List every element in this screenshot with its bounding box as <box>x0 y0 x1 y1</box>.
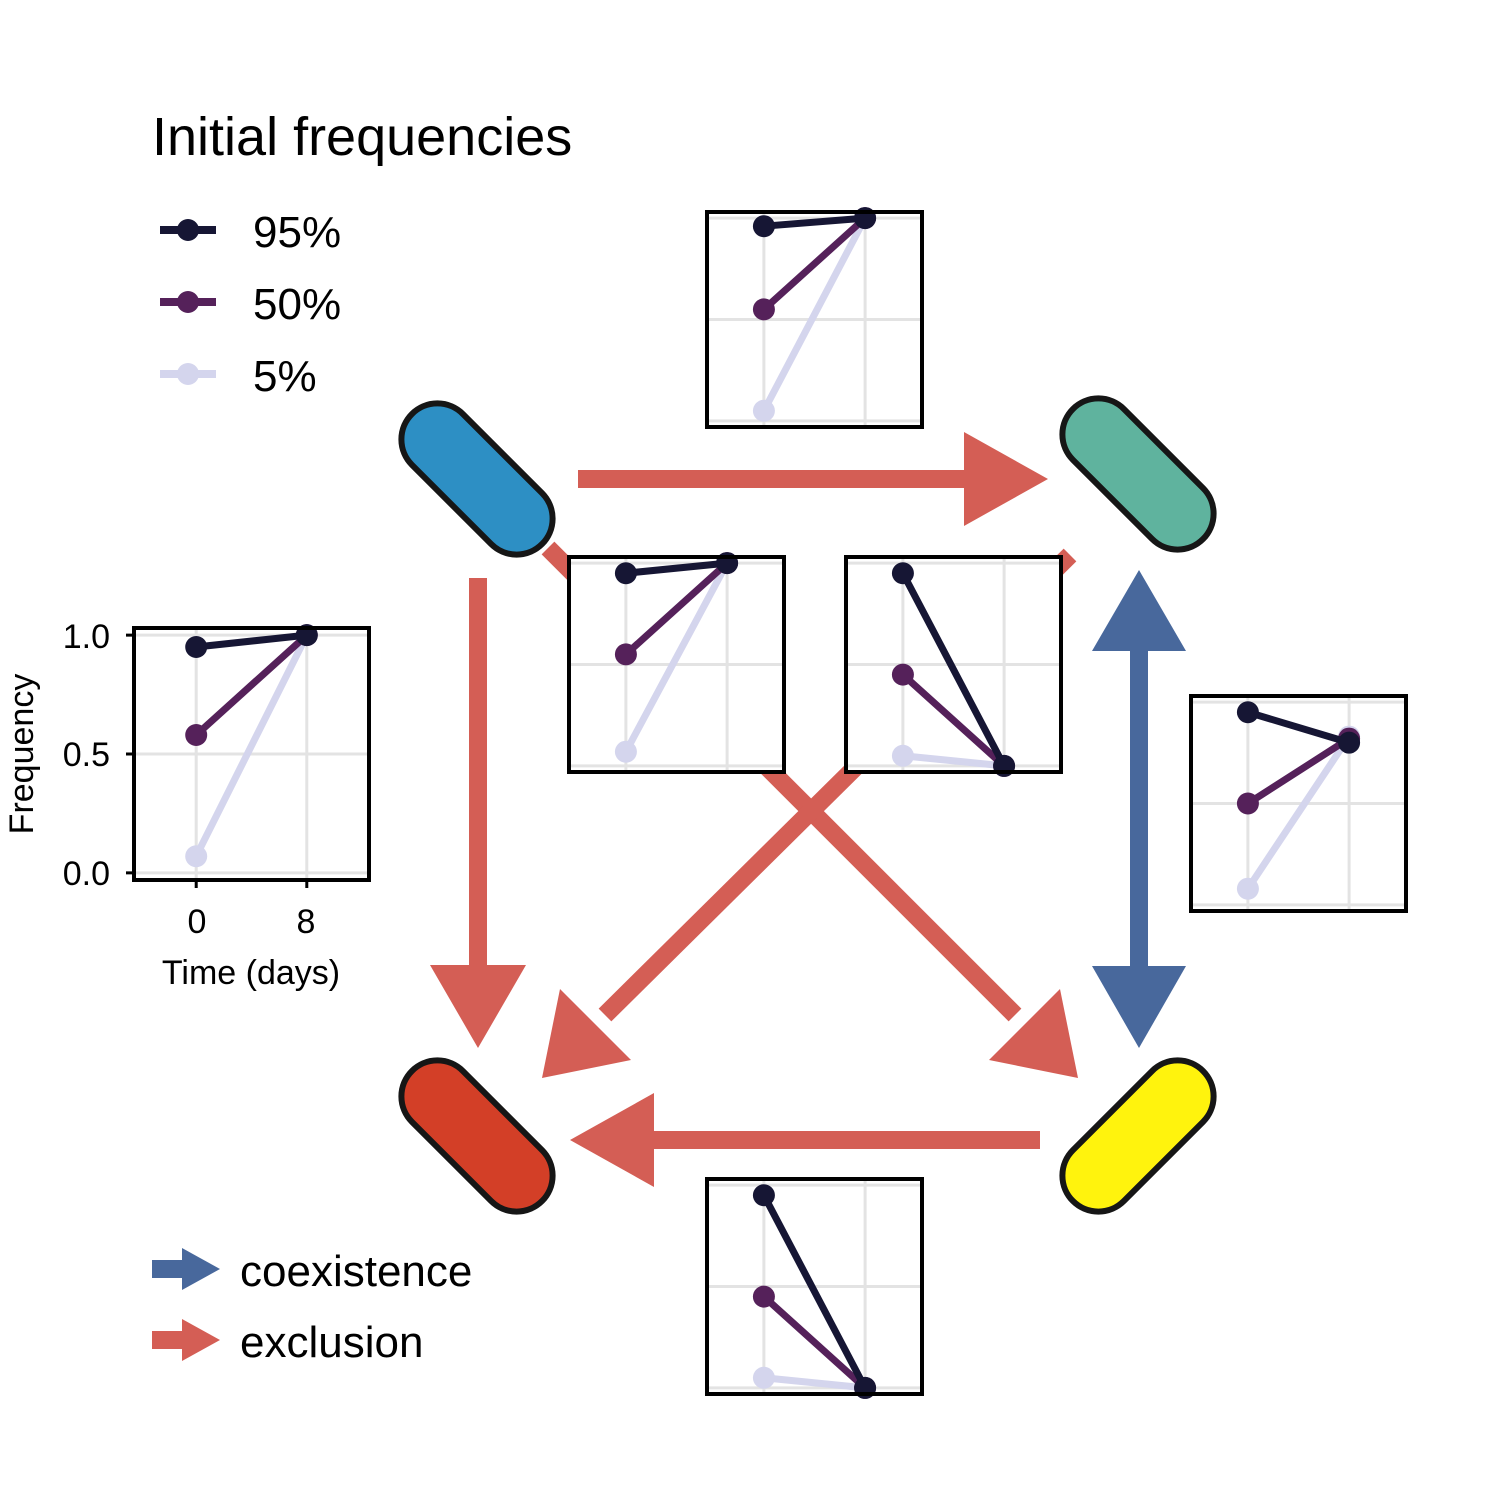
inset-chart <box>126 624 371 888</box>
interaction-arrows <box>430 432 1186 1187</box>
series-line-50pct <box>760 214 869 313</box>
series-point-50pct <box>752 298 775 321</box>
legend-swatch-dot <box>177 219 199 241</box>
series-line-5pct <box>899 752 1008 770</box>
y-tick-label: 1.0 <box>63 618 110 656</box>
exclusion-arrow-top <box>578 432 1048 526</box>
series-point-5pct <box>1236 877 1259 900</box>
series-point-95pct <box>614 562 637 585</box>
legend-item-exclusion: exclusion <box>152 1318 423 1367</box>
series-point-95pct <box>185 636 208 659</box>
series-line-50pct <box>899 671 1008 770</box>
y-axis-label: Frequency <box>3 674 41 835</box>
inset-grid <box>134 628 369 880</box>
series-line-50pct <box>1244 735 1353 807</box>
legend-title: Initial frequencies <box>152 107 572 167</box>
legend-label: exclusion <box>240 1318 423 1367</box>
series-point-5pct <box>891 744 914 767</box>
series-point-50pct <box>891 663 914 686</box>
exclusion-arrow-left <box>430 578 526 1048</box>
series-line-50pct <box>622 559 731 658</box>
legend-swatch-dot <box>177 363 199 385</box>
legend-swatch-dot <box>177 291 199 313</box>
series-point-5pct <box>614 740 637 763</box>
species-bottom-left <box>398 1057 556 1215</box>
species-nodes <box>398 395 1217 1215</box>
inset-chart <box>705 207 924 429</box>
inset-frame <box>844 555 1063 774</box>
inset-chart <box>567 552 786 774</box>
legend-label: 5% <box>253 352 317 401</box>
exclusion-swatch-head <box>182 1319 220 1361</box>
arrow-legend: coexistence exclusion <box>152 1247 472 1367</box>
series-point-50pct <box>614 643 637 666</box>
species-top-right <box>1059 395 1217 553</box>
inset-frame <box>567 555 786 774</box>
inset-charts <box>126 207 1408 1399</box>
series-point-5pct <box>752 399 775 422</box>
series-line-95pct <box>760 214 869 230</box>
series-line-95pct <box>192 631 311 651</box>
exclusion-arrow-bottom <box>570 1093 1040 1187</box>
legend-label: 95% <box>253 208 341 257</box>
x-tick-label: 8 <box>297 903 316 941</box>
series-point-50pct <box>752 1285 775 1308</box>
inset-frame <box>705 210 924 429</box>
y-tick-label: 0.5 <box>63 736 110 774</box>
inset-frame <box>705 1177 924 1396</box>
legend-label: 50% <box>253 280 341 329</box>
series-point-95pct <box>891 562 914 585</box>
series-line-50pct <box>192 631 311 739</box>
legend-item-coexistence: coexistence <box>152 1247 472 1296</box>
coexistence-arrow <box>1092 570 1186 1048</box>
x-tick-label: 0 <box>188 903 207 941</box>
series-line-5pct <box>760 214 869 415</box>
series-line-95pct <box>760 1191 869 1392</box>
frequency-legend: Initial frequencies 95% 50% 5% <box>152 107 572 401</box>
legend-item-5: 5% <box>160 352 317 401</box>
series-point-50pct <box>185 723 208 746</box>
series-line-5pct <box>622 559 731 756</box>
legend-item-95: 95% <box>160 208 341 257</box>
inset-chart <box>705 1177 924 1399</box>
series-line-95pct <box>622 559 731 577</box>
inset-frame <box>1189 694 1408 913</box>
series-point-95pct <box>752 215 775 238</box>
series-line-95pct <box>1244 708 1353 747</box>
series-line-5pct <box>192 631 311 860</box>
series-line-5pct <box>760 1374 869 1392</box>
legend-label: coexistence <box>240 1247 472 1296</box>
series-line-5pct <box>1244 733 1353 893</box>
series-line-50pct <box>760 1293 869 1392</box>
series-point-5pct <box>185 845 208 868</box>
inset-axes-labels: 1.0 0.5 0.0 0 8 Time (days) Frequency <box>3 618 340 992</box>
legend-item-50: 50% <box>160 280 341 329</box>
inset-chart <box>1189 694 1408 913</box>
coexistence-swatch-head <box>182 1248 220 1290</box>
species-bottom-right <box>1059 1057 1217 1215</box>
series-line-95pct <box>899 569 1008 770</box>
series-point-5pct <box>752 1366 775 1389</box>
y-tick-label: 0.0 <box>63 855 110 893</box>
series-point-95pct <box>1236 701 1259 724</box>
series-point-50pct <box>1236 792 1259 815</box>
series-point-95pct <box>752 1184 775 1207</box>
inset-chart <box>844 555 1063 777</box>
x-axis-label: Time (days) <box>162 954 340 992</box>
series-point-95pct <box>1338 731 1361 754</box>
species-top-left <box>398 400 556 558</box>
